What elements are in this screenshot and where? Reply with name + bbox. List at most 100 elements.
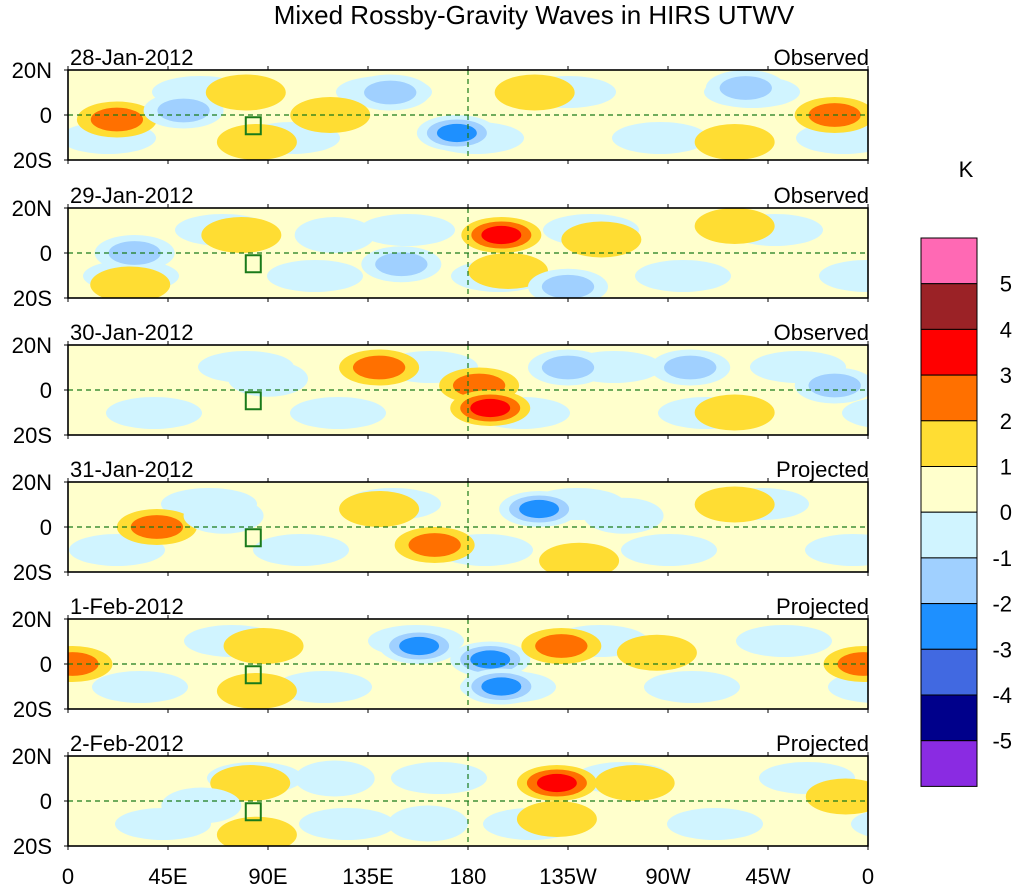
x-tick-label: 135E	[342, 864, 393, 889]
y-tick-label: 0	[40, 789, 52, 814]
anomaly-contour	[364, 80, 417, 105]
panel-2: 20N 0 20S 29-Jan-2012 Observed	[12, 183, 869, 311]
y-tick-label: 0	[40, 241, 52, 266]
anomaly-band	[92, 671, 188, 703]
colorbar-level-label: 4	[1000, 317, 1012, 342]
region-box	[244, 116, 262, 136]
anomaly-contour	[90, 266, 171, 298]
colorbar-swatch	[920, 648, 978, 696]
colorbar-swatch	[920, 237, 978, 285]
colorbar-swatch	[920, 328, 978, 376]
panel-date: 30-Jan-2012	[70, 320, 194, 345]
x-tick-label: 90W	[645, 864, 690, 889]
anomaly-contour	[470, 650, 511, 669]
panel-status: Observed	[774, 45, 869, 70]
anomaly-contour	[183, 497, 264, 534]
anomaly-band	[644, 671, 740, 703]
panel-6: 20N 0 20S 2-Feb-2012 Projected	[12, 731, 869, 859]
panel-status: Projected	[776, 731, 869, 756]
anomaly-contour	[90, 107, 144, 132]
region-box	[244, 254, 262, 274]
colorbar-level-label: -3	[992, 637, 1012, 662]
colorbar-level-label: 2	[1000, 409, 1012, 434]
anomaly-contour	[223, 628, 304, 664]
anomaly-contour	[481, 677, 522, 696]
anomaly-band	[736, 625, 832, 657]
chart-title: Mixed Rossby-Gravity Waves in HIRS UTWV	[274, 0, 795, 30]
colorbar-swatch	[920, 740, 978, 787]
anomaly-contour	[694, 208, 775, 244]
anomaly-band	[851, 811, 868, 837]
colorbar-level-label: 0	[1000, 500, 1012, 525]
anomaly-contour	[808, 373, 861, 398]
anomaly-contour	[339, 491, 420, 527]
y-tick-label: 0	[40, 652, 52, 677]
anomaly-band	[621, 534, 717, 566]
anomaly-contour	[228, 360, 308, 397]
colorbar-swatch	[920, 283, 978, 330]
panel-status: Observed	[774, 183, 869, 208]
anomaly-band	[106, 397, 202, 429]
anomaly-contour	[481, 225, 522, 245]
x-tick-label: 0	[862, 864, 874, 889]
anomaly-contour	[161, 787, 242, 824]
anomaly-contour	[541, 274, 595, 298]
anomaly-contour	[408, 533, 461, 557]
anomaly-band	[667, 808, 763, 840]
anomaly-contour	[216, 816, 297, 846]
anomaly-band	[267, 260, 363, 292]
anomaly-contour	[583, 497, 664, 534]
anomaly-contour	[375, 252, 428, 277]
anomaly-contour	[694, 486, 775, 523]
anomaly-contour	[594, 765, 675, 801]
anomaly-band	[253, 534, 349, 566]
anomaly-contour	[616, 634, 697, 671]
colorbar-level-label: -5	[992, 729, 1012, 754]
anomaly-band	[819, 260, 868, 292]
y-tick-label: 20N	[12, 470, 52, 495]
region-box	[244, 665, 262, 685]
anomaly-band	[612, 122, 708, 154]
region-box	[244, 802, 262, 822]
field	[68, 208, 868, 298]
anomaly-contour	[294, 217, 375, 253]
anomaly-contour	[352, 355, 406, 380]
colorbar: K 5 4 3 2 1 0 -1 -2 -3 -4 -5	[920, 157, 1012, 787]
anomaly-band	[359, 214, 455, 246]
colorbar-swatch	[920, 420, 978, 467]
x-tick-label: 90E	[248, 864, 287, 889]
y-tick-label: 0	[40, 378, 52, 403]
anomaly-contour	[210, 765, 291, 801]
y-tick-label: 20S	[13, 148, 52, 173]
anomaly-contour	[516, 801, 597, 837]
x-axis: 0 45E 90E 135E 180 135W 90W 45W 0	[62, 864, 874, 889]
anomaly-band	[276, 671, 372, 703]
colorbar-swatch	[920, 557, 978, 605]
anomaly-contour	[216, 673, 297, 709]
colorbar-level-label: 3	[1000, 363, 1012, 388]
panel-status: Projected	[776, 457, 869, 482]
anomaly-contour	[805, 778, 868, 815]
panel-date: 29-Jan-2012	[70, 183, 194, 208]
colorbar-units-label: K	[959, 157, 974, 182]
anomaly-contour	[399, 636, 440, 656]
colorbar-level-label: 1	[1000, 455, 1012, 480]
anomaly-contour	[694, 124, 775, 160]
panel-date: 31-Jan-2012	[70, 457, 194, 482]
y-tick-label: 20S	[13, 834, 52, 859]
y-tick-label: 20N	[12, 744, 52, 769]
anomaly-contour	[436, 123, 477, 143]
colorbar-level-label: -4	[992, 683, 1012, 708]
field	[68, 70, 868, 160]
colorbar-level-label: 5	[1000, 272, 1012, 297]
colorbar-level-label: -2	[992, 592, 1012, 617]
colorbar-swatch	[920, 511, 978, 559]
field	[68, 756, 868, 846]
colorbar-swatch	[920, 694, 978, 742]
anomaly-contour	[157, 98, 210, 123]
y-tick-label: 20N	[12, 607, 52, 632]
y-tick-label: 20S	[13, 423, 52, 448]
anomaly-band	[635, 260, 731, 292]
x-tick-label: 180	[450, 864, 487, 889]
